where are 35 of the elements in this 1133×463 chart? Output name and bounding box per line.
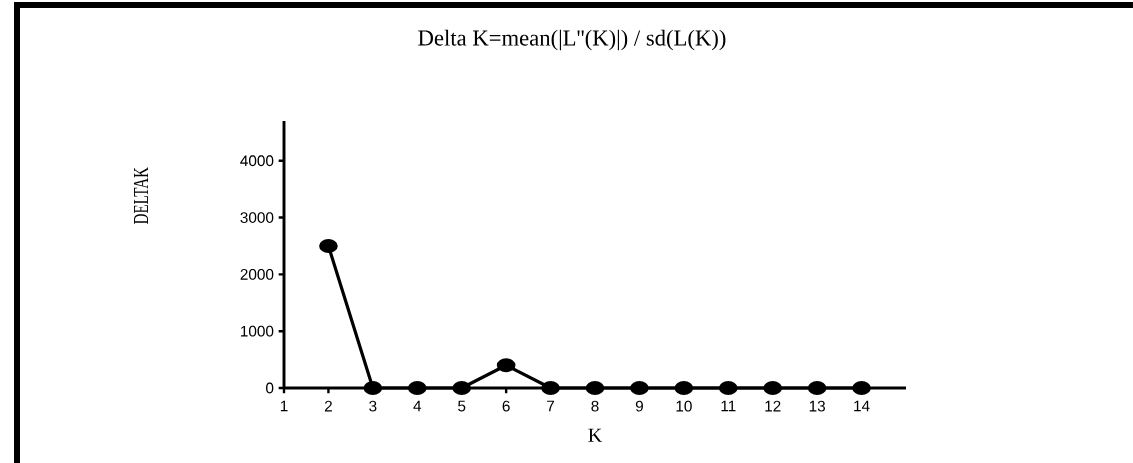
point [807, 381, 827, 395]
x-tick-label: 11 [721, 400, 736, 412]
point [763, 381, 783, 395]
x-axis-title: K [588, 428, 603, 442]
x-tick-label: 6 [502, 400, 510, 412]
point [852, 381, 871, 395]
x-tick-label: 14 [854, 400, 870, 412]
point [718, 381, 738, 395]
x-tick-label: 13 [809, 400, 825, 412]
point [541, 381, 560, 395]
point [407, 381, 427, 395]
x-tick-label: 4 [413, 400, 422, 412]
x-tick-label: 5 [458, 400, 466, 412]
point [452, 381, 472, 395]
point [319, 239, 338, 253]
y-tick-label: 3000 [240, 212, 274, 223]
x-tick-label: 2 [324, 400, 332, 412]
point [585, 381, 605, 395]
point [630, 381, 649, 395]
x-tick-label: 10 [676, 400, 692, 412]
x-tick-label: 3 [369, 400, 377, 412]
x-tick-label: 9 [635, 400, 643, 412]
x-tick-label: 8 [591, 400, 599, 412]
y-tick-label: 4000 [240, 155, 274, 167]
x-tick-label: 1 [280, 400, 288, 412]
x-tick-label: 12 [765, 400, 781, 412]
point [363, 381, 383, 395]
y-tick-label: 1000 [241, 325, 274, 337]
y-axis-title: DELTAK [133, 167, 149, 224]
y-tick-label: 0 [266, 382, 274, 394]
y-tick-label: 2000 [240, 268, 274, 280]
point [674, 381, 694, 395]
chart-title: Delta K=mean(|L''(K)|) / sd(L(K)) [418, 29, 726, 51]
point [496, 358, 516, 373]
x-tick-label: 7 [547, 400, 555, 412]
